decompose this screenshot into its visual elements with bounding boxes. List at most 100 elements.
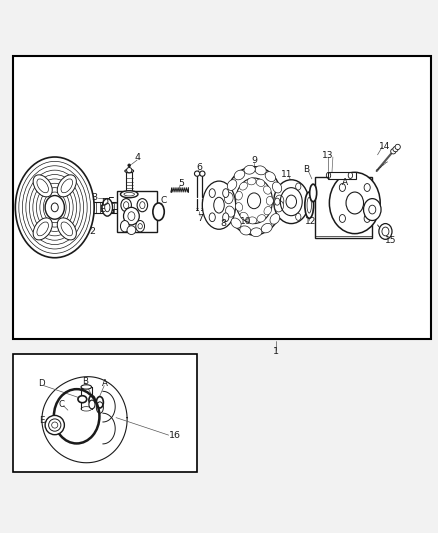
Ellipse shape (270, 214, 280, 224)
Ellipse shape (202, 181, 236, 229)
Ellipse shape (265, 172, 276, 182)
Ellipse shape (264, 186, 271, 194)
Ellipse shape (305, 192, 314, 219)
Polygon shape (42, 377, 127, 463)
Bar (13, 56, 431, 339)
Bar (315, 177, 372, 238)
Text: 9: 9 (251, 156, 257, 165)
Ellipse shape (261, 223, 272, 233)
Ellipse shape (231, 218, 241, 228)
Ellipse shape (194, 171, 200, 176)
Text: 4: 4 (135, 154, 141, 163)
Text: 11: 11 (281, 170, 293, 179)
Ellipse shape (223, 213, 229, 222)
Ellipse shape (364, 183, 370, 191)
Ellipse shape (209, 213, 215, 222)
Ellipse shape (45, 196, 64, 219)
Ellipse shape (89, 395, 95, 405)
Ellipse shape (45, 415, 64, 435)
Ellipse shape (209, 189, 215, 198)
Ellipse shape (257, 215, 265, 222)
Ellipse shape (33, 175, 52, 197)
Ellipse shape (127, 167, 132, 173)
Text: A: A (342, 178, 348, 187)
Text: E: E (99, 205, 105, 214)
Ellipse shape (121, 199, 131, 212)
Text: 1: 1 (273, 348, 279, 357)
Ellipse shape (275, 200, 283, 212)
Ellipse shape (227, 180, 237, 190)
Text: D: D (38, 379, 45, 389)
Text: 7: 7 (198, 214, 204, 223)
Ellipse shape (264, 206, 272, 215)
Ellipse shape (128, 164, 131, 167)
Ellipse shape (15, 157, 94, 258)
Ellipse shape (251, 228, 262, 237)
Ellipse shape (120, 191, 138, 198)
Text: 15: 15 (385, 236, 397, 245)
Text: 5: 5 (179, 179, 185, 188)
Ellipse shape (120, 221, 129, 232)
Ellipse shape (127, 226, 136, 235)
Text: 10: 10 (240, 217, 251, 227)
Ellipse shape (223, 189, 229, 198)
Ellipse shape (125, 169, 134, 173)
Ellipse shape (224, 192, 233, 204)
Ellipse shape (236, 203, 243, 211)
Text: 8: 8 (220, 219, 226, 228)
Text: 13: 13 (322, 151, 333, 160)
Ellipse shape (296, 213, 301, 220)
Ellipse shape (255, 166, 266, 175)
Text: 2: 2 (89, 227, 95, 236)
Text: A: A (102, 379, 108, 389)
Ellipse shape (379, 223, 392, 239)
Text: C: C (161, 196, 167, 205)
Ellipse shape (89, 400, 95, 409)
Text: C: C (58, 400, 64, 409)
Ellipse shape (296, 183, 301, 190)
Text: E: E (39, 416, 44, 425)
Ellipse shape (248, 217, 257, 224)
Ellipse shape (256, 179, 265, 187)
Ellipse shape (240, 182, 247, 190)
Ellipse shape (57, 175, 76, 197)
Ellipse shape (310, 184, 317, 201)
Text: B: B (304, 165, 310, 174)
Ellipse shape (266, 197, 273, 205)
Ellipse shape (272, 182, 282, 193)
Ellipse shape (240, 226, 251, 235)
Ellipse shape (137, 199, 148, 212)
Ellipse shape (226, 206, 235, 217)
Ellipse shape (247, 178, 256, 185)
Ellipse shape (391, 149, 396, 154)
Bar (117, 191, 157, 232)
Ellipse shape (339, 183, 346, 191)
Text: 3: 3 (91, 193, 97, 202)
Ellipse shape (102, 199, 113, 216)
Ellipse shape (275, 198, 280, 205)
Ellipse shape (57, 218, 76, 240)
Text: B: B (82, 377, 88, 386)
Ellipse shape (275, 195, 284, 206)
Ellipse shape (364, 199, 381, 221)
Ellipse shape (235, 191, 242, 200)
Ellipse shape (124, 207, 139, 225)
Ellipse shape (240, 212, 248, 220)
Bar (328, 172, 356, 179)
Ellipse shape (226, 167, 283, 235)
Ellipse shape (153, 203, 164, 221)
Ellipse shape (78, 395, 87, 403)
Ellipse shape (136, 221, 145, 232)
Ellipse shape (234, 170, 245, 180)
Ellipse shape (33, 218, 52, 240)
Ellipse shape (339, 215, 346, 222)
Ellipse shape (236, 178, 272, 223)
Text: D: D (101, 198, 108, 207)
Ellipse shape (200, 171, 205, 176)
Bar (13, 354, 197, 472)
Ellipse shape (364, 215, 370, 222)
Text: 14: 14 (379, 142, 390, 150)
Ellipse shape (393, 147, 398, 152)
Text: 16: 16 (169, 431, 181, 440)
Ellipse shape (274, 180, 309, 223)
